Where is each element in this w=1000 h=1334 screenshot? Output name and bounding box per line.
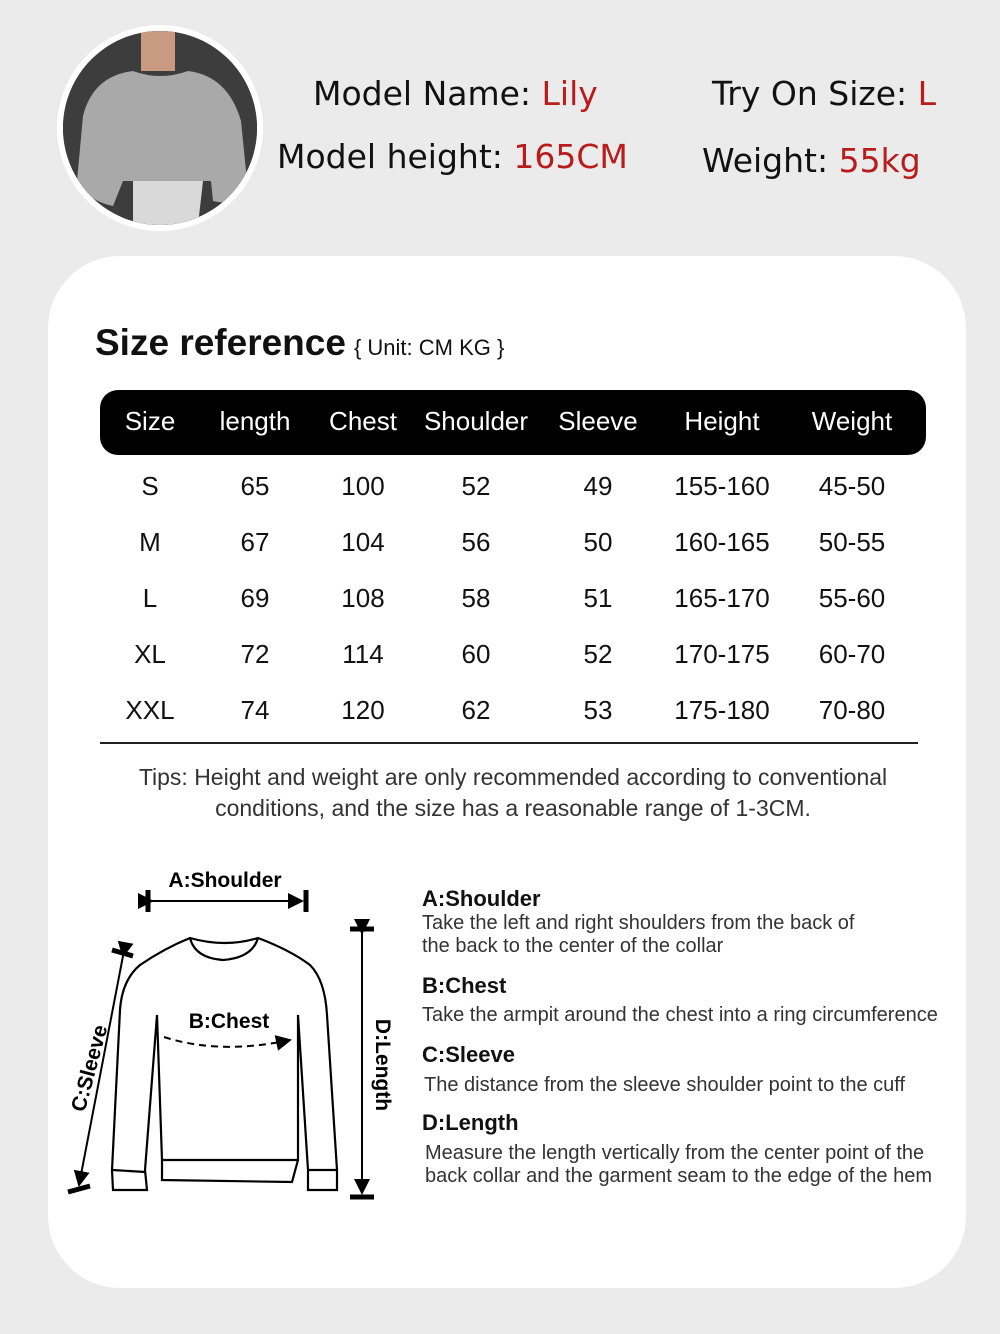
table-cell: 55-60 <box>818 583 886 613</box>
table-cell: 120 <box>341 695 385 725</box>
desc-text: Measure the length vertically from the c… <box>425 1142 925 1164</box>
try-on-size: Try On Size: L <box>712 74 936 113</box>
desc-text: Take the left and right shoulders from t… <box>422 912 855 934</box>
table-cell: 62 <box>461 695 491 725</box>
table-cell: 51 <box>583 583 613 613</box>
try-on-size-value: L <box>917 74 937 113</box>
tips-line-1: Tips: Height and weight are only recomme… <box>138 764 888 790</box>
column-header: Size <box>124 406 176 436</box>
table-cell: XXL <box>125 695 175 725</box>
shoulder-label: A:Shoulder <box>168 869 281 892</box>
column-header: Shoulder <box>423 406 529 436</box>
table-cell: 49 <box>583 471 613 501</box>
table-cell: S <box>141 471 159 501</box>
table-cell: 52 <box>461 471 491 501</box>
desc-title: B:Chest <box>422 973 507 998</box>
table-cell: 45-50 <box>818 471 886 501</box>
table-cell: 160-165 <box>674 527 770 557</box>
table-cell: 50-55 <box>818 527 886 557</box>
sleeve-measure <box>67 940 134 1195</box>
table-cell: 67 <box>240 527 270 557</box>
table-divider <box>100 742 918 744</box>
model-name: Model Name: Lily <box>313 74 598 113</box>
table-cell: 108 <box>341 583 385 613</box>
sweatshirt-diagram: A:Shoulder B:Chest C:Sleeve D:Length <box>67 869 394 1200</box>
model-name-value: Lily <box>541 74 598 113</box>
tips: Tips: Height and weight are only recomme… <box>100 762 926 824</box>
table-cell: 58 <box>461 583 491 613</box>
column-header: Chest <box>329 406 397 436</box>
model-photo <box>57 25 263 231</box>
column-header: Sleeve <box>558 406 638 436</box>
table-cell: 104 <box>341 527 385 557</box>
model-weight-label: Weight: <box>702 141 829 180</box>
shoulder-measure <box>138 890 309 912</box>
desc-text: Take the armpit around the chest into a … <box>422 1004 938 1026</box>
desc-title: D:Length <box>422 1110 519 1135</box>
table-cell: 165-170 <box>674 583 770 613</box>
model-name-label: Model Name: <box>313 74 532 113</box>
desc-title: A:Shoulder <box>422 886 541 911</box>
table-cell: 53 <box>583 695 613 725</box>
table-header: Size length Chest Shoulder Sleeve Height Weigh… <box>100 390 926 455</box>
length-measure <box>350 919 374 1200</box>
chest-measure <box>163 1035 292 1051</box>
table-cell: 170-175 <box>674 639 770 669</box>
table-cell: 60 <box>461 639 491 669</box>
column-header: length <box>219 406 291 436</box>
desc-length: D:Length Measure the length vertically f… <box>422 1110 932 1188</box>
table-cell: M <box>139 527 161 557</box>
desc-sleeve: C:Sleeve The distance from the sleeve sh… <box>422 1042 905 1097</box>
model-height-label: Model height: <box>277 137 503 176</box>
table-cell: 70-80 <box>818 695 886 725</box>
table-cell: 60-70 <box>818 639 886 669</box>
table-cell: L <box>142 583 158 613</box>
desc-text: The distance from the sleeve shoulder po… <box>424 1074 906 1096</box>
chest-label: B:Chest <box>189 1010 270 1033</box>
table-cell: XL <box>134 639 166 669</box>
table-cell: 65 <box>240 471 270 501</box>
model-weight: Weight: 55kg <box>702 141 921 180</box>
size-reference-title: Size reference { Unit: CM KG } <box>95 322 504 364</box>
table-cell: 175-180 <box>674 695 770 725</box>
model-height-value: 165CM <box>513 137 628 176</box>
table-cell: 74 <box>240 695 270 725</box>
table-cell: 114 <box>342 639 384 669</box>
column-header: Height <box>684 406 760 436</box>
table-cell: 52 <box>583 639 613 669</box>
title-text: Size reference <box>95 322 346 363</box>
unit-label: { Unit: CM KG } <box>353 335 505 360</box>
desc-text: back collar and the garment seam to the … <box>425 1165 932 1187</box>
desc-shoulder: A:Shoulder Take the left and right shoul… <box>422 886 854 958</box>
column-header: Weight <box>811 406 893 436</box>
desc-text: the back to the center of the collar <box>422 935 724 957</box>
table-cell: 50 <box>583 527 613 557</box>
desc-title: C:Sleeve <box>422 1042 515 1067</box>
desc-chest: B:Chest Take the armpit around the chest… <box>422 973 938 1027</box>
table-cell: 72 <box>240 639 270 669</box>
tips-line-2: conditions, and the size has a reasonabl… <box>215 795 811 821</box>
table-cell: 100 <box>341 471 385 501</box>
table-cell: 155-160 <box>674 471 770 501</box>
try-on-size-label: Try On Size: <box>712 74 908 113</box>
model-height: Model height: 165CM <box>277 137 628 176</box>
length-label: D:Length <box>371 1019 394 1111</box>
table-cell: 56 <box>461 527 491 557</box>
sleeve-label: C:Sleeve <box>67 1022 112 1114</box>
model-weight-value: 55kg <box>838 141 921 180</box>
table-cell: 69 <box>240 583 270 613</box>
